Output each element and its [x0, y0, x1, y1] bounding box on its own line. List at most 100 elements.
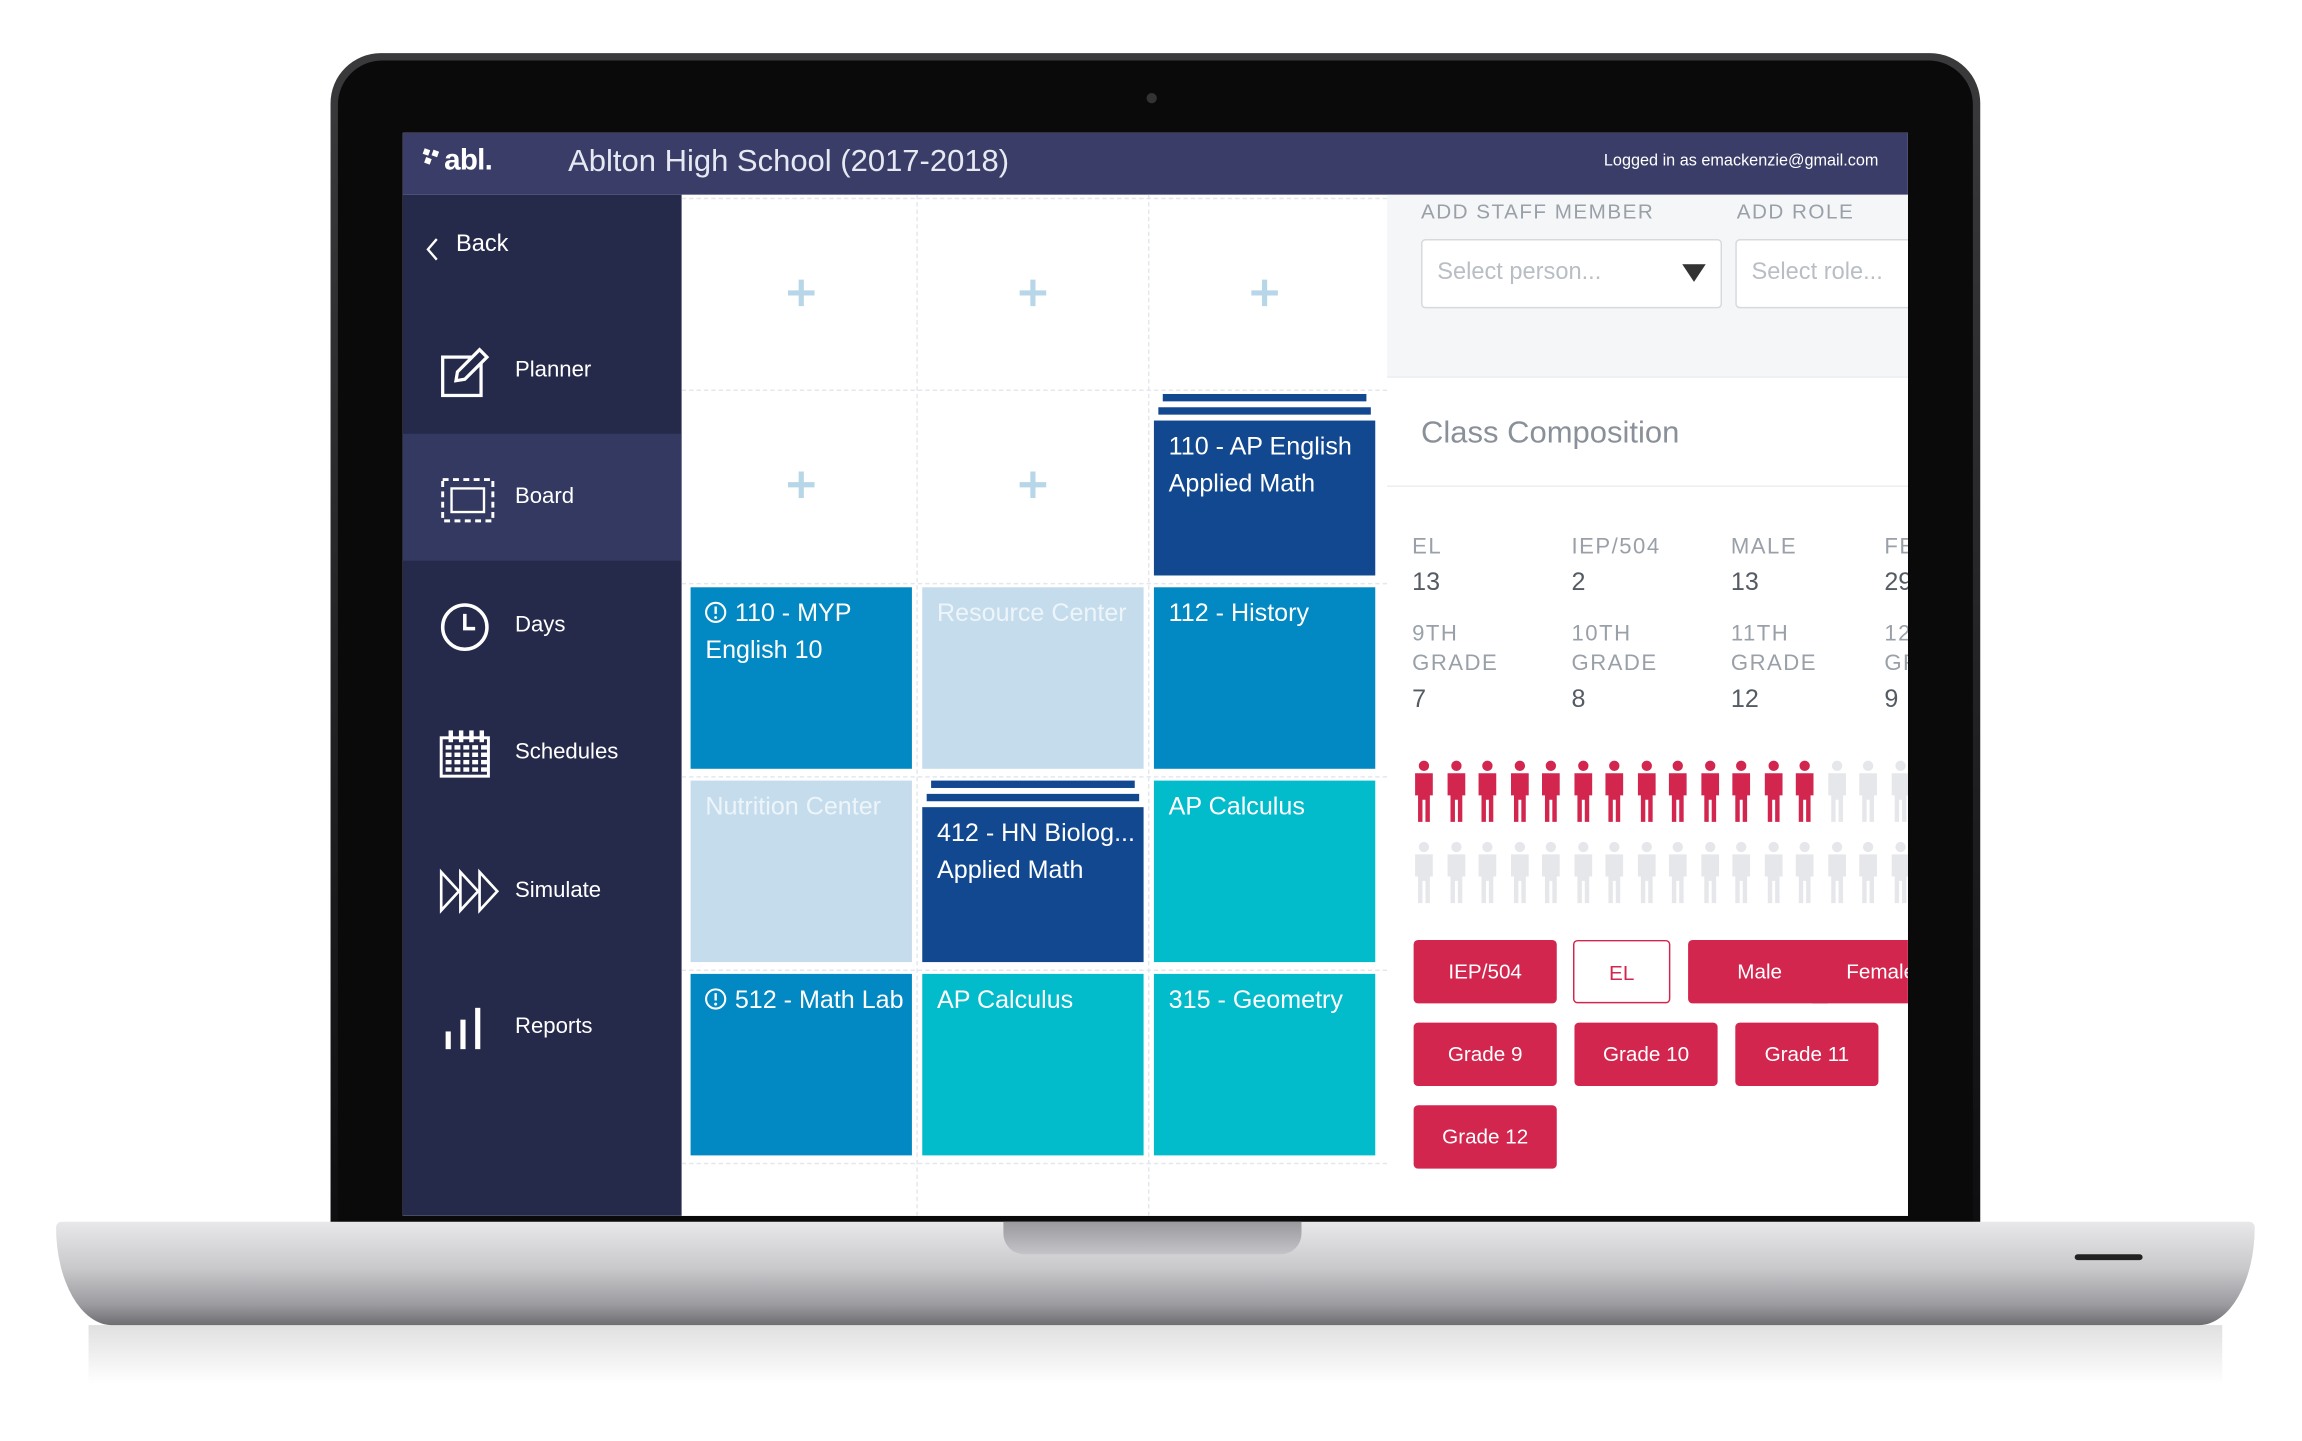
nav-item[interactable]: Simulate — [403, 828, 682, 955]
person-figure-svg — [1478, 760, 1497, 822]
add-slot[interactable] — [691, 202, 912, 383]
add-slot[interactable] — [691, 394, 912, 575]
nav-icon — [438, 727, 500, 780]
filter-label: Grade 9 — [1447, 1041, 1523, 1066]
class-label: AP Calculus — [937, 985, 1074, 1014]
column-divider — [916, 194, 918, 1216]
class-label: 512 - Math Lab — [734, 985, 904, 1014]
person-figure-svg — [1700, 760, 1719, 822]
person-figure-svg — [1542, 760, 1560, 822]
alert-icon-svg — [705, 601, 727, 623]
row-divider — [681, 389, 1388, 392]
filter-label: Grade 10 — [1602, 1041, 1690, 1066]
school-title: Ablton High School (2017-2018) — [568, 144, 1010, 179]
nav-item[interactable]: Planner — [403, 307, 682, 434]
filter-button[interactable]: Grade 9 — [1413, 1022, 1557, 1087]
person-figure — [1855, 841, 1882, 906]
person-figure-svg — [1510, 760, 1528, 822]
nav-icon-svg — [441, 347, 490, 398]
nav-item[interactable]: Reports — [403, 964, 682, 1091]
add-slot-svg — [787, 279, 815, 307]
class-label: 315 - Geometry — [1168, 985, 1343, 1014]
person-figure-svg — [1446, 760, 1465, 822]
stack-bar — [931, 780, 1135, 788]
nav-item[interactable]: Days — [403, 562, 682, 689]
back-icon — [423, 236, 441, 263]
filter-button[interactable]: Grade 10 — [1574, 1022, 1718, 1087]
alert-icon — [704, 601, 728, 625]
stat-value: 9 — [1884, 684, 1899, 713]
add-slot-svg — [1019, 471, 1047, 499]
person-figure — [1442, 760, 1469, 825]
class-label: 110 - AP English — [1168, 432, 1352, 461]
filter-button[interactable]: Female — [1809, 939, 1908, 1004]
nav-icon — [438, 601, 500, 654]
filter-button[interactable]: Grade 11 — [1735, 1022, 1879, 1087]
add-slot[interactable] — [1154, 202, 1375, 383]
class-label: Applied Math — [1168, 469, 1316, 498]
person-figure-svg — [1415, 841, 1433, 904]
nav-item[interactable]: Schedules — [403, 689, 682, 816]
class-card[interactable]: 412 - HN Biolog... Applied Math — [922, 807, 1144, 963]
person-figure-svg — [1764, 841, 1782, 904]
right-panel: ADD STAFF MEMBER ADD ROLE Select person...… — [1387, 194, 1908, 1216]
nav-icon-svg — [439, 868, 500, 914]
row-divider — [681, 969, 1388, 971]
person-figure-svg — [1732, 760, 1751, 822]
person-figure — [1601, 760, 1628, 825]
person-figure-svg — [1859, 760, 1877, 822]
class-card[interactable]: 110 - AP English Applied Math — [1153, 420, 1376, 576]
board: 110 - AP English Applied Math 110 - MYP Eng… — [681, 194, 1388, 1216]
person-figure-svg — [1637, 760, 1655, 822]
class-card[interactable]: AP Calculus — [922, 973, 1144, 1156]
filter-button[interactable]: Male — [1688, 939, 1832, 1004]
alert-icon-svg — [705, 988, 727, 1010]
person-select[interactable]: Select person... — [1421, 239, 1723, 309]
class-card[interactable]: 315 - Geometry — [1153, 973, 1376, 1156]
class-card[interactable]: 512 - Math Lab — [690, 973, 912, 1156]
class-card[interactable]: AP Calculus — [1153, 780, 1376, 963]
filter-label: Female — [1846, 959, 1908, 983]
person-figure — [1887, 760, 1908, 825]
class-label: AP Calculus — [1168, 792, 1305, 821]
filter-button[interactable]: EL — [1572, 939, 1671, 1004]
person-figure-svg — [1732, 841, 1751, 904]
class-card[interactable]: 112 - History — [1153, 587, 1376, 769]
add-slot[interactable] — [922, 202, 1143, 383]
class-label: English 10 — [705, 635, 823, 665]
person-figure-svg — [1795, 760, 1814, 822]
add-slot[interactable] — [922, 394, 1143, 575]
person-figure-svg — [1827, 841, 1846, 904]
stat-label: 11TH GRADE — [1730, 621, 1817, 676]
person-figure-svg — [1827, 760, 1846, 822]
nav-label: Schedules — [514, 739, 619, 765]
alert-icon — [704, 987, 728, 1011]
person-figure — [1569, 841, 1596, 906]
login-info: Logged in as emackenzie@gmail.com — [1603, 151, 1879, 170]
stack-bar — [926, 793, 1140, 802]
header-bar: abl. Ablton High School (2017-2018) Logg… — [402, 132, 1908, 195]
row-divider — [681, 582, 1388, 585]
person-figure — [1474, 760, 1501, 825]
filter-button[interactable]: Grade 12 — [1413, 1105, 1557, 1169]
stat-label: 12TH GRADE — [1884, 621, 1908, 676]
filter-button[interactable]: IEP/504 — [1413, 939, 1557, 1004]
person-figure — [1823, 760, 1850, 825]
person-figure — [1506, 760, 1533, 825]
back-icon-svg — [426, 238, 438, 261]
nav-item[interactable]: Board — [402, 433, 682, 561]
class-card[interactable]: Resource Center — [922, 587, 1144, 769]
stat-label: 10TH GRADE — [1571, 621, 1658, 676]
filter-label: Grade 12 — [1442, 1124, 1529, 1149]
filter-label: IEP/504 — [1448, 959, 1522, 983]
filter-label: Male — [1737, 959, 1783, 983]
class-card[interactable]: Nutrition Center — [690, 780, 912, 963]
class-card[interactable]: 110 - MYP English 10 — [690, 587, 912, 769]
back-button[interactable]: Back — [423, 227, 571, 265]
person-figure — [1696, 760, 1723, 825]
person-figure-svg — [1795, 841, 1814, 904]
person-figure-svg — [1415, 760, 1433, 822]
role-select[interactable]: Select role... — [1735, 239, 1908, 309]
person-figure-svg — [1890, 760, 1908, 822]
person-figure-svg — [1542, 841, 1560, 904]
